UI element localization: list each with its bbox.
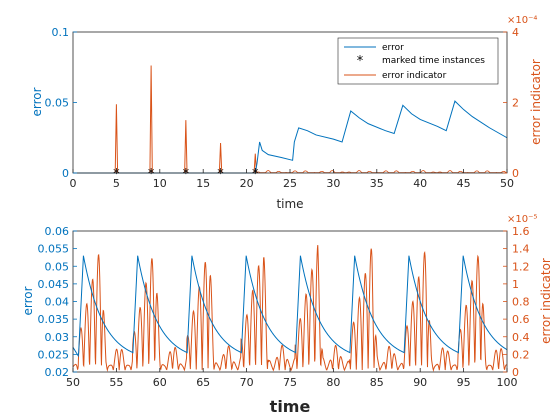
error-indicator-spike (218, 143, 223, 174)
p2-y-tick-label: 0.025 (38, 348, 70, 361)
p2-x-tick-label: 100 (497, 376, 518, 389)
legend-box (337, 37, 499, 85)
marked-time-instance: * (183, 167, 190, 182)
error-indicator-spike (184, 120, 188, 174)
bottom-x-ticks: 50 55 60 65 70 75 80 85 90 95 100 (66, 368, 518, 389)
error-line (73, 100, 508, 174)
bottom-x-axis-label: time (270, 397, 311, 416)
p1-x-tick-label: 5 (113, 177, 120, 190)
p2-right-tick-label: 0.2 (512, 348, 530, 361)
p1-right-tick-label: 2 (512, 97, 519, 110)
top-x-ticks: 0 5 10 15 20 25 30 35 40 45 50 (70, 169, 514, 190)
error-line (72, 255, 508, 358)
marked-time-instance: * (113, 167, 120, 182)
p2-x-tick-label: 75 (283, 376, 297, 389)
p2-y-tick-label: 0.02 (45, 366, 70, 379)
p2-right-tick-label: 1.4 (512, 243, 530, 256)
marked-time-instance: * (217, 167, 224, 182)
p1-x-tick-label: 30 (326, 177, 340, 190)
p2-right-tick-label: 0.8 (512, 296, 530, 309)
p1-y-tick-label: 0.1 (52, 26, 70, 39)
bottom-y-ticks-right: 0 0.2 0.4 0.6 0.8 1 1.2 1.4 1.6 (503, 225, 530, 379)
top-right-axis-exponent: ×10⁻⁴ (507, 15, 537, 26)
top-x-axis-label: time (276, 197, 303, 211)
p2-x-tick-label: 85 (370, 376, 384, 389)
p2-x-tick-label: 95 (457, 376, 471, 389)
p2-right-tick-label: 0 (512, 366, 519, 379)
p1-x-tick-label: 35 (370, 177, 384, 190)
p2-x-tick-label: 70 (240, 376, 254, 389)
p2-y-tick-label: 0.03 (45, 331, 70, 344)
p2-right-tick-label: 0.6 (512, 313, 530, 326)
p1-right-tick-label: 0 (512, 167, 519, 180)
p2-y-tick-label: 0.05 (45, 260, 70, 273)
p1-x-tick-label: 15 (196, 177, 210, 190)
p1-right-tick-label: 4 (512, 26, 519, 39)
p2-y-tick-label: 0.06 (45, 225, 70, 238)
top-y-axis-label-left: error (30, 87, 44, 116)
bottom-y-ticks-left: 0.02 0.025 0.03 0.035 0.04 0.045 0.05 0.055 0.06 (38, 225, 77, 379)
p1-x-tick-label: 50 (500, 177, 514, 190)
p1-x-tick-label: 0 (70, 177, 77, 190)
error-indicator-spike (149, 65, 153, 174)
p2-x-tick-label: 90 (413, 376, 427, 389)
p2-right-tick-label: 1.6 (512, 225, 530, 238)
error-indicator-spike (114, 104, 119, 174)
bottom-chart: 50 55 60 65 70 75 80 85 90 95 100 0.020.0250.030.0… (21, 214, 553, 416)
marked-time-instance: * (148, 167, 155, 182)
top-y-ticks-right: 0 2 4 (503, 26, 519, 180)
p2-y-tick-label: 0.045 (38, 278, 70, 291)
p1-x-tick-label: 40 (413, 177, 427, 190)
legend-entry-marked: marked time instances (382, 56, 485, 66)
p2-x-tick-label: 50 (66, 376, 80, 389)
bottom-plot-series (72, 245, 508, 372)
top-legend: error * marked time instances error indi… (337, 37, 499, 85)
p1-x-tick-label: 45 (457, 177, 471, 190)
legend-entry-indicator: error indicator (382, 71, 447, 81)
p1-x-tick-label: 25 (283, 177, 297, 190)
top-chart: * * * * * 0 5 10 15 20 25 30 35 40 45 50 00.050.1 024 … (30, 15, 543, 211)
p1-x-tick-label: 10 (153, 177, 167, 190)
p2-right-tick-label: 0.4 (512, 331, 530, 344)
p2-x-tick-label: 80 (326, 376, 340, 389)
legend-swatch-marker: * (357, 54, 364, 69)
p1-x-tick-label: 20 (240, 177, 254, 190)
top-y-ticks-left: 0 0.05 0.1 (45, 26, 77, 180)
p2-x-tick-label: 60 (153, 376, 167, 389)
p1-y-tick-label: 0.05 (45, 97, 70, 110)
p2-x-tick-label: 65 (196, 376, 210, 389)
bottom-y-axis-label-right: error indicator (539, 258, 553, 344)
p2-right-tick-label: 1.2 (512, 260, 530, 273)
legend-entry-error: error (382, 43, 404, 53)
marked-time-instance: * (252, 167, 259, 182)
bottom-y-axis-label-left: error (21, 286, 35, 315)
p2-x-tick-label: 55 (109, 376, 123, 389)
p2-y-tick-label: 0.055 (38, 243, 70, 256)
bottom-right-axis-exponent: ×10⁻⁵ (507, 214, 537, 225)
p1-y-tick-label: 0 (62, 167, 69, 180)
p2-right-tick-label: 1 (512, 278, 519, 291)
top-y-axis-label-right: error indicator (529, 59, 543, 145)
p2-y-tick-label: 0.04 (45, 296, 70, 309)
p2-y-tick-label: 0.035 (38, 313, 70, 326)
